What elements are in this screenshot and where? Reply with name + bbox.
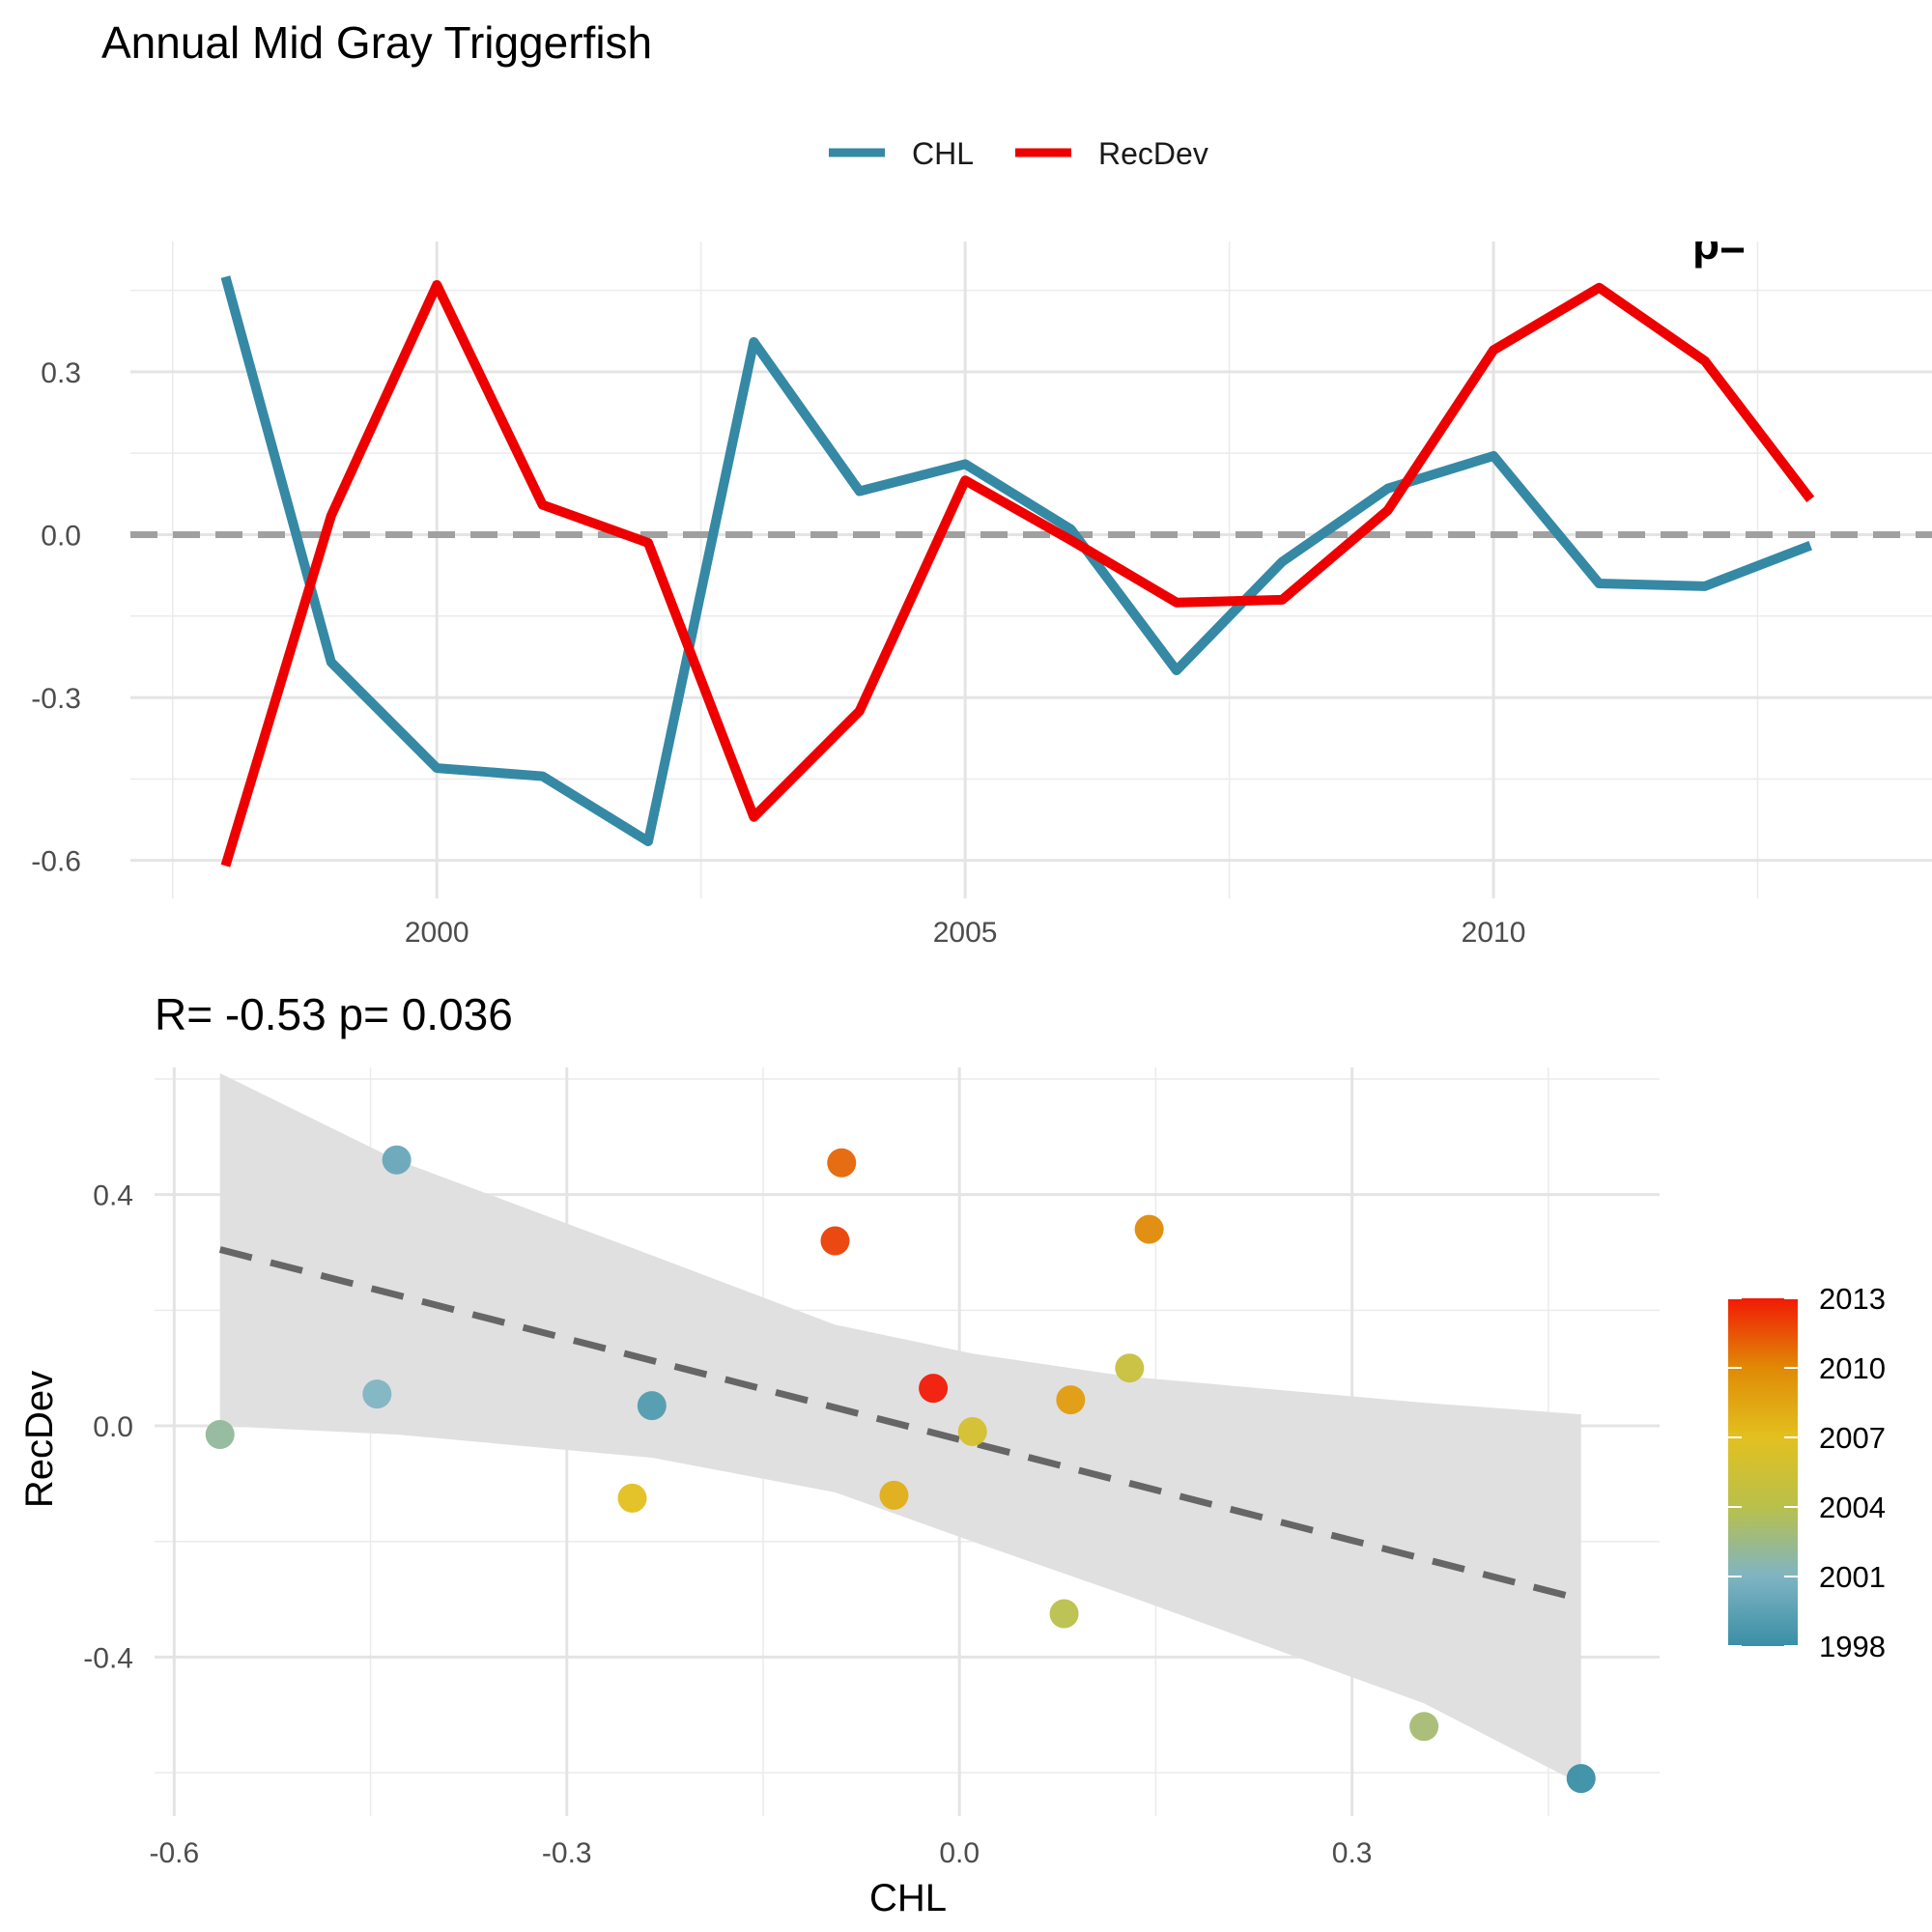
colorbar-label: 2004 — [1819, 1491, 1886, 1524]
scatter-x-axis-title: CHL — [869, 1877, 947, 1919]
top-y-tick-label: -0.3 — [31, 683, 81, 715]
bottom-y-tick-label: 0.0 — [93, 1411, 133, 1443]
bottom-x-tick-label: -0.3 — [542, 1837, 592, 1869]
scatter-point-2010 — [1134, 1214, 1164, 1244]
top-line-chart: p= 2000 2005 2010 -0.6 -0.3 0.0 0.3 — [31, 218, 1932, 949]
bottom-y-tick-label: -0.4 — [83, 1642, 133, 1674]
scatter-point-2007 — [617, 1483, 647, 1513]
scatter-point-2006 — [957, 1417, 987, 1447]
series-line-chl — [220, 275, 1813, 846]
top-grid — [130, 242, 1932, 898]
top-x-tick-label: 2000 — [405, 917, 469, 949]
scatter-point-2004 — [1049, 1599, 1079, 1629]
top-y-tick-label: -0.6 — [31, 846, 81, 878]
bottom-y-tick-label: 0.4 — [93, 1180, 133, 1212]
colorbar-legend: 2013 2010 2007 2004 2001 1998 — [1728, 1282, 1886, 1663]
scatter-point-2012 — [820, 1226, 850, 1256]
colorbar-label: 2007 — [1819, 1421, 1886, 1455]
scatter-point-1998 — [1566, 1764, 1596, 1794]
page-title: Annual Mid Gray Triggerfish — [101, 17, 652, 68]
regression-fit-line — [218, 1246, 1582, 1603]
colorbar-label: 2001 — [1819, 1560, 1886, 1594]
bottom-scatter-chart: R= -0.53 p= 0.036 -0.6 -0.3 0.0 0.3 -0.4 0.0 0… — [18, 989, 1660, 1919]
top-legend: CHL RecDev — [829, 136, 1208, 171]
scatter-title: R= -0.53 p= 0.036 — [155, 989, 513, 1039]
scatter-point-2008 — [879, 1480, 909, 1510]
confidence-band — [219, 1072, 1581, 1785]
colorbar-label: 2013 — [1819, 1282, 1886, 1316]
series-line-recdev — [220, 279, 1815, 867]
scatter-point-2013 — [919, 1374, 949, 1404]
top-y-tick-label: 0.0 — [41, 520, 81, 552]
bottom-x-tick-label: -0.6 — [149, 1837, 199, 1869]
legend-label-recdev: RecDev — [1098, 136, 1208, 171]
bottom-x-tick-label: 0.0 — [939, 1837, 980, 1869]
scatter-point-2003 — [1409, 1712, 1439, 1742]
top-x-tick-label: 2010 — [1462, 917, 1526, 949]
top-x-tick-label: 2005 — [933, 917, 998, 949]
scatter-point-2009 — [1056, 1385, 1086, 1415]
scatter-point-2002 — [205, 1420, 235, 1450]
colorbar-gradient — [1728, 1298, 1798, 1646]
colorbar-label: 1998 — [1819, 1630, 1886, 1663]
partial-annotation-text: p= — [1692, 218, 1746, 269]
top-y-tick-label: 0.3 — [41, 357, 81, 389]
scatter-y-axis-title: RecDev — [18, 1371, 61, 1508]
scatter-point-2005 — [1115, 1353, 1145, 1383]
colorbar-label: 2010 — [1819, 1351, 1886, 1385]
scatter-point-2011 — [827, 1148, 857, 1178]
scatter-point-2001 — [362, 1379, 392, 1409]
scatter-point-1999 — [637, 1391, 667, 1421]
legend-label-chl: CHL — [912, 136, 974, 171]
scatter-point-2000 — [382, 1145, 412, 1175]
bottom-x-tick-label: 0.3 — [1332, 1837, 1373, 1869]
